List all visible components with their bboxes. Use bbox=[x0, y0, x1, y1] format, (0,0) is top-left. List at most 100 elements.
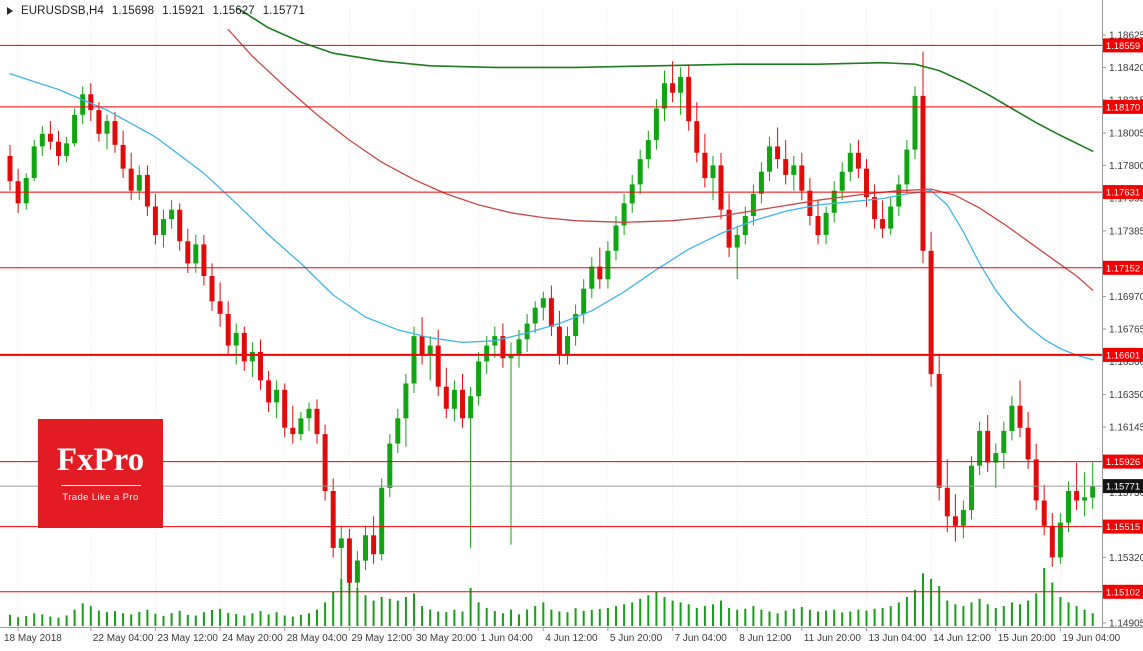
level-price-label-bg bbox=[1103, 185, 1143, 200]
volume-bar bbox=[130, 614, 133, 626]
volume-bar bbox=[671, 600, 674, 626]
candle-bear bbox=[928, 250, 934, 375]
current-price-label: 1.15771 bbox=[1106, 482, 1140, 493]
volume-bar bbox=[299, 614, 302, 626]
symbol-header: EURUSDSB,H4 1.15698 1.15921 1.15627 1.15… bbox=[7, 5, 305, 17]
volume-bar bbox=[606, 607, 609, 626]
candle-bear bbox=[952, 516, 958, 526]
level-price-label-bg bbox=[1103, 347, 1143, 362]
volume-bar bbox=[542, 602, 545, 626]
volume-bar bbox=[703, 606, 706, 626]
level-price-label: 1.17631 bbox=[1106, 188, 1140, 199]
levels-layer bbox=[0, 44, 1102, 593]
price-tick-label: 1.17800 bbox=[1109, 161, 1143, 172]
volume-bar bbox=[938, 586, 941, 626]
volume-bar bbox=[227, 613, 230, 627]
candle-wick bbox=[470, 386, 472, 548]
volume-bar bbox=[380, 597, 383, 626]
volume-bar bbox=[800, 607, 803, 626]
medium-ma-line bbox=[227, 28, 1094, 291]
candle-bull bbox=[136, 174, 142, 191]
candle-bear bbox=[686, 76, 692, 122]
volume-bar bbox=[970, 602, 973, 626]
volume-bar bbox=[744, 608, 747, 626]
ma-layer bbox=[9, 8, 1094, 361]
volume-bar bbox=[623, 604, 626, 627]
candle-bull bbox=[338, 538, 344, 548]
candle-bull bbox=[904, 149, 910, 185]
volume-bar bbox=[825, 610, 828, 626]
time-tick-label: 18 May 2018 bbox=[4, 633, 62, 644]
volume-bar bbox=[663, 597, 666, 626]
volume-bar bbox=[429, 609, 432, 626]
ohlc-low: 1.15627 bbox=[212, 5, 255, 17]
volume-bar bbox=[235, 614, 238, 626]
price-tick-label: 1.18005 bbox=[1109, 129, 1143, 140]
volume-bar bbox=[639, 598, 642, 626]
volume-bar bbox=[930, 578, 933, 626]
candle-bear bbox=[1025, 427, 1031, 460]
volume-bar bbox=[154, 613, 157, 626]
candle-bull bbox=[791, 165, 797, 175]
symbol-label: EURUSDSB,H4 bbox=[21, 5, 104, 17]
candle-bull bbox=[274, 389, 280, 403]
candle-bull bbox=[193, 244, 199, 264]
volume-bar bbox=[841, 612, 844, 626]
candle-bear bbox=[185, 241, 191, 264]
level-price-label: 1.16601 bbox=[1106, 350, 1140, 361]
candle-bull bbox=[451, 389, 457, 409]
candle-wick bbox=[1084, 472, 1086, 517]
volume-bar bbox=[760, 609, 763, 626]
ohlc-high: 1.15921 bbox=[162, 5, 205, 17]
volume-bar bbox=[372, 600, 375, 626]
candle-bear bbox=[346, 538, 352, 583]
volume-bar bbox=[736, 609, 739, 626]
candle-bear bbox=[880, 219, 886, 229]
candle-bull bbox=[468, 396, 474, 419]
candle-bear bbox=[241, 332, 247, 362]
candle-bear bbox=[371, 535, 377, 555]
candle-bull bbox=[427, 345, 433, 356]
level-price-label-bg bbox=[1103, 38, 1143, 53]
price-tick-label: 1.16350 bbox=[1109, 390, 1143, 401]
volume-layer bbox=[9, 568, 1094, 627]
candle-wick bbox=[510, 342, 512, 545]
candle-bear bbox=[120, 144, 126, 169]
volume-bar bbox=[849, 611, 852, 626]
volume-bar bbox=[396, 600, 399, 626]
candle-bear bbox=[500, 336, 506, 359]
candle-bear bbox=[266, 380, 272, 403]
volume-bar bbox=[437, 611, 440, 626]
volume-bar bbox=[1010, 602, 1013, 626]
volume-bar bbox=[477, 602, 480, 626]
fxpro-logo: FxPro Trade Like a Pro bbox=[38, 419, 163, 528]
volume-bar bbox=[251, 613, 254, 626]
candle-bear bbox=[944, 487, 950, 517]
time-tick-label: 28 May 04:00 bbox=[287, 633, 348, 644]
volume-bar bbox=[461, 611, 464, 626]
volume-bar bbox=[324, 602, 327, 626]
volume-bar bbox=[81, 603, 84, 626]
time-tick-label: 24 May 20:00 bbox=[222, 633, 283, 644]
volume-bar bbox=[1075, 606, 1078, 626]
candle-bull bbox=[839, 171, 845, 191]
candle-bear bbox=[694, 121, 700, 153]
candle-bull bbox=[767, 146, 772, 172]
volume-bar bbox=[186, 614, 189, 626]
candle-bull bbox=[379, 487, 385, 555]
price-tick-label: 1.18625 bbox=[1109, 31, 1143, 42]
candle-wick bbox=[736, 225, 738, 280]
candle-bull bbox=[678, 76, 684, 93]
candle-bull bbox=[23, 178, 29, 204]
volume-bar bbox=[712, 604, 714, 627]
candle-bear bbox=[807, 190, 813, 216]
volume-bar bbox=[534, 606, 537, 626]
volume-bar bbox=[170, 613, 173, 627]
price-tick-label: 1.16970 bbox=[1109, 292, 1143, 303]
price-tick-label: 1.16560 bbox=[1109, 357, 1143, 368]
candle-wick bbox=[672, 61, 674, 103]
volume-bar bbox=[857, 609, 860, 626]
ohlc-open: 1.15698 bbox=[111, 5, 155, 17]
candle-bear bbox=[322, 434, 328, 491]
candle-bear bbox=[56, 141, 61, 156]
